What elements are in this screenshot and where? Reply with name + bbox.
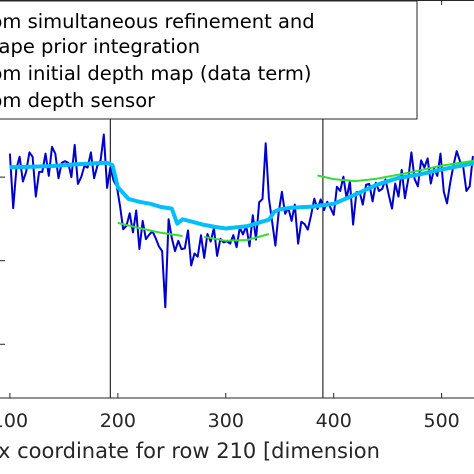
- legend-entry-2: shape prior integration: [0, 35, 200, 58]
- x-tick-label-100: 100: [0, 410, 28, 432]
- x-tick-label-500: 500: [423, 410, 459, 432]
- legend: from simultaneous refinement andshape pr…: [0, 0, 418, 120]
- legend-entry-3: from initial depth map (data term): [0, 62, 312, 85]
- series-line-from-simultaneous-refinement-and-shape-prior-integration-3: [317, 159, 474, 183]
- legend-box: [0, 0, 418, 120]
- x-tick-label-200: 200: [100, 410, 136, 432]
- series-line-from-simultaneous-refinement-and-shape-prior-integration-1: [117, 221, 183, 237]
- series-line-from-depth-sensor: [8, 133, 474, 309]
- series-line-from-simultaneous-refinement-and-shape-prior-integration-2: [204, 233, 270, 242]
- x-axis-label: x coordinate for row 210 [dimension: [0, 439, 380, 463]
- legend-entry-4: from depth sensor: [0, 89, 156, 112]
- x-tick-label-400: 400: [316, 410, 352, 432]
- legend-entry-1: from simultaneous refinement and: [0, 10, 315, 33]
- x-tick-label-300: 300: [208, 410, 244, 432]
- series-line-from-initial-depth-map-data-term: [9, 160, 474, 231]
